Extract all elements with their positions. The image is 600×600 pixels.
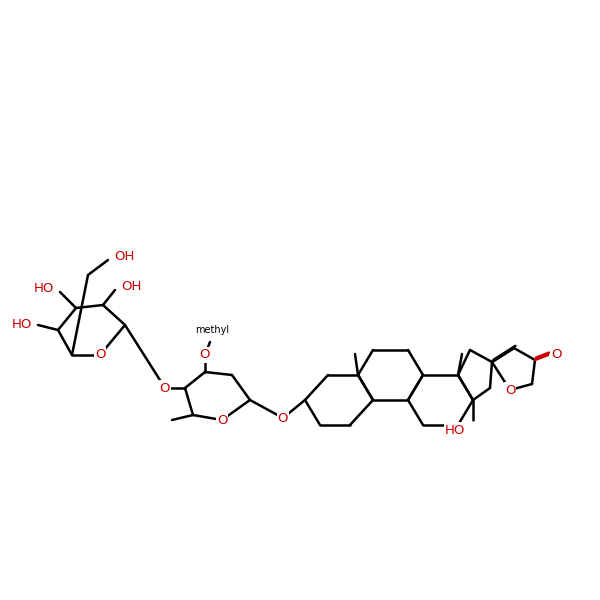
Text: methyl: methyl (195, 325, 229, 335)
Text: O: O (95, 349, 105, 361)
Text: HO: HO (11, 319, 32, 331)
Text: HO: HO (34, 281, 54, 295)
Text: OH: OH (121, 280, 142, 292)
Text: O: O (278, 412, 288, 425)
Text: OH: OH (114, 250, 134, 263)
Text: O: O (200, 349, 210, 361)
Text: O: O (551, 349, 561, 361)
Text: HO: HO (445, 424, 465, 437)
Text: O: O (505, 383, 515, 397)
Text: O: O (160, 382, 170, 395)
Text: O: O (217, 413, 227, 427)
